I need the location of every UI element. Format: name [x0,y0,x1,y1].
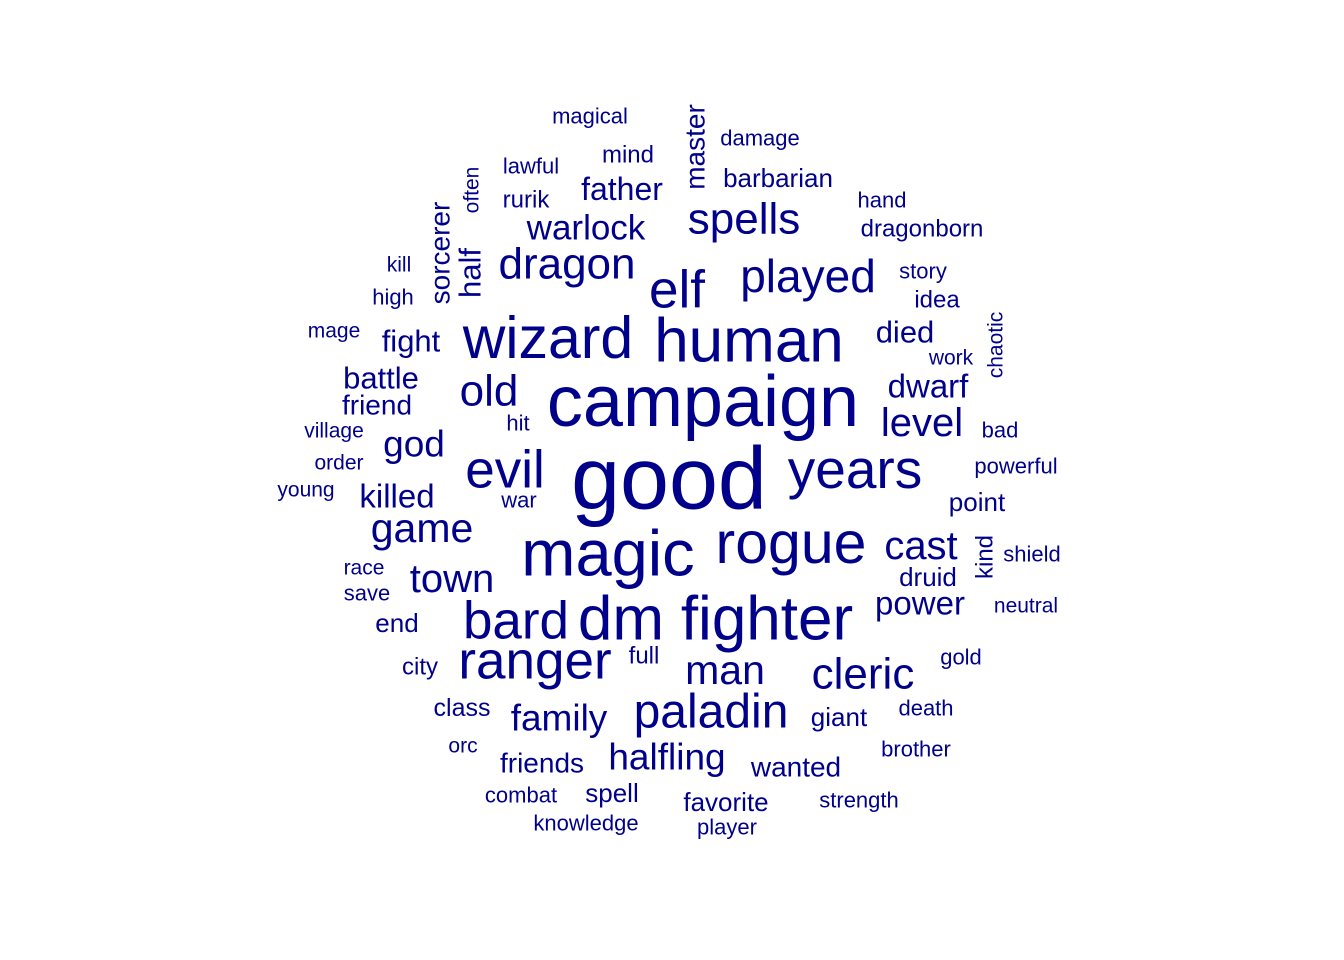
word-human: human [654,307,844,376]
word-kind: kind [972,535,999,579]
word-war: war [500,488,536,513]
word-rurik: rurik [503,187,551,214]
word-ranger: ranger [458,632,611,691]
word-race: race [344,557,385,580]
word-chaotic: chaotic [985,312,1008,379]
word-old: old [460,367,519,416]
word-story: story [899,259,947,284]
word-died: died [876,315,935,350]
word-years: years [788,438,923,500]
word-player: player [697,815,757,840]
word-father: father [581,171,663,207]
word-cleric: cleric [812,650,915,699]
word-work: work [928,347,974,370]
word-battle: battle [343,361,419,396]
word-damage: damage [720,126,800,151]
word-lawful: lawful [503,154,559,179]
word-sorcerer: sorcerer [425,202,456,305]
word-half: half [453,248,488,298]
word-city: city [402,654,438,681]
word-dm: dm [578,585,664,654]
word-knowledge: knowledge [533,811,638,836]
word-wizard: wizard [462,305,634,371]
word-fighter: fighter [681,585,853,654]
word-point: point [949,487,1006,517]
word-death: death [898,696,953,721]
word-order: order [314,452,363,475]
word-game: game [371,505,474,551]
word-hand: hand [858,188,907,213]
word-evil: evil [465,441,545,500]
word-god: god [383,424,445,465]
word-played: played [740,250,876,302]
word-magical: magical [552,104,628,129]
word-power: power [875,585,965,622]
word-gold: gold [940,645,982,670]
word-shield: shield [1003,542,1060,567]
word-often: often [461,167,484,214]
word-town: town [410,557,495,601]
word-warlock: warlock [526,209,646,248]
word-mage: mage [308,320,361,343]
word-family: family [511,698,608,739]
word-spells: spells [688,195,801,244]
word-dragon: dragon [498,240,635,289]
word-brother: brother [881,737,951,762]
word-strength: strength [819,788,899,813]
word-good: good [571,429,767,528]
word-druid: druid [899,562,957,592]
word-village: village [304,420,364,443]
word-campaign: campaign [547,362,859,442]
word-combat: combat [485,783,557,808]
word-killed: killed [359,478,434,515]
word-save: save [344,581,390,606]
word-man: man [685,647,765,693]
word-mind: mind [602,142,654,169]
word-giant: giant [811,702,868,732]
word-bard: bard [463,592,569,651]
word-dragonborn: dragonborn [861,216,984,243]
word-master: master [680,104,711,190]
word-bad: bad [982,418,1019,443]
word-halfling: halfling [608,737,725,778]
word-favorite: favorite [683,787,768,817]
word-orc: orc [448,735,477,758]
word-dwarf: dwarf [888,368,970,405]
word-class: class [434,694,491,722]
word-powerful: powerful [974,454,1057,479]
word-cast: cast [884,524,957,568]
word-spell: spell [585,778,638,808]
word-neutral: neutral [994,595,1058,618]
word-friend: friend [342,390,412,421]
word-magic: magic [521,517,694,590]
word-level: level [881,401,963,445]
word-high: high [372,285,414,310]
word-paladin: paladin [634,686,789,739]
word-full: full [629,643,660,670]
word-barbarian: barbarian [723,163,833,193]
word-end: end [375,608,418,638]
word-friends: friends [500,748,584,779]
word-wanted: wanted [750,752,841,783]
word-elf: elf [649,261,705,320]
word-young: young [277,479,334,502]
word-fight: fight [382,324,441,359]
word-rogue: rogue [716,510,867,576]
word-kill: kill [387,254,412,277]
word-idea: idea [914,287,960,314]
word-hit: hit [506,411,529,436]
